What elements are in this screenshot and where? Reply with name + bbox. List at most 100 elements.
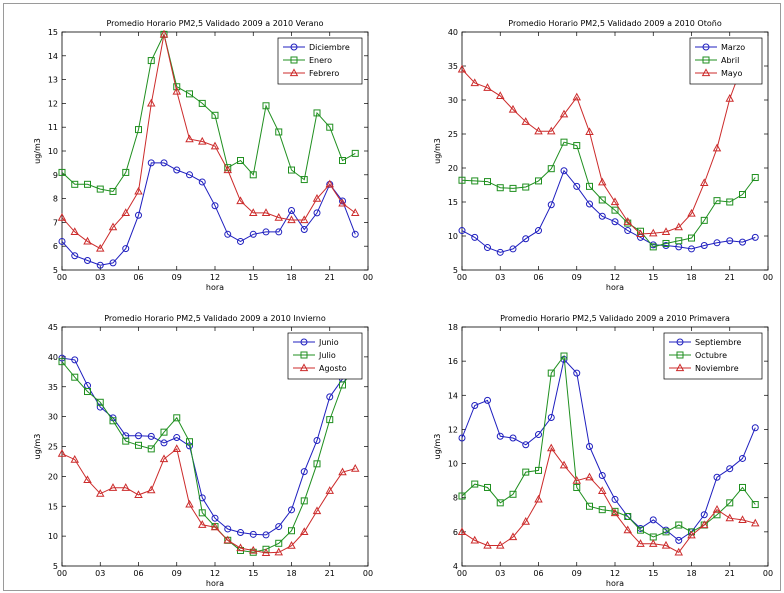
- data-point: [649, 539, 658, 547]
- data-point: [211, 514, 219, 522]
- data-point: [288, 166, 295, 174]
- legend-label: Enero: [309, 56, 332, 65]
- legend-marker: [675, 363, 685, 372]
- x-tick-label: 15: [248, 569, 258, 578]
- data-point: [135, 211, 142, 219]
- data-point: [325, 179, 334, 188]
- data-point: [611, 507, 619, 515]
- data-point: [471, 480, 479, 488]
- x-tick-label: 18: [286, 273, 296, 282]
- data-point: [712, 505, 722, 513]
- series-line: [461, 54, 756, 235]
- y-tick-label: 15: [48, 502, 58, 511]
- legend-label: Julio: [318, 351, 336, 360]
- data-point: [547, 201, 555, 209]
- chart-title: Promedio Horario PM2,5 Validado 2009 a 2…: [508, 19, 722, 28]
- y-tick-label: 13: [48, 76, 58, 85]
- data-point: [509, 245, 517, 253]
- data-point: [224, 230, 232, 238]
- data-point: [535, 177, 542, 185]
- data-point: [274, 213, 283, 221]
- y-tick-label: 6: [53, 242, 58, 251]
- data-point: [726, 499, 734, 507]
- data-point: [674, 222, 683, 231]
- legend-marker: [300, 338, 308, 346]
- data-point: [484, 244, 491, 252]
- y-tick-label: 5: [453, 266, 458, 275]
- data-point: [521, 117, 530, 125]
- y-tick-label: 20: [448, 164, 458, 173]
- x-axis-label: hora: [206, 283, 224, 292]
- data-point: [261, 548, 271, 556]
- y-tick-label: 10: [48, 147, 58, 156]
- data-point: [598, 486, 607, 494]
- data-point: [71, 356, 79, 364]
- data-point: [351, 149, 359, 157]
- series-abril: [458, 138, 759, 251]
- data-point: [84, 180, 91, 188]
- data-point: [237, 529, 244, 537]
- data-point: [224, 525, 232, 533]
- data-point: [237, 237, 244, 245]
- legend-marker: [299, 363, 309, 372]
- x-tick-label: 21: [325, 273, 335, 282]
- series-line: [61, 34, 356, 250]
- data-point: [325, 486, 334, 494]
- data-point: [223, 535, 232, 544]
- y-axis-label: ug/m3: [33, 434, 42, 460]
- data-point: [496, 184, 504, 192]
- data-point: [249, 530, 257, 538]
- data-point: [135, 126, 142, 134]
- legend-label: Diciembre: [309, 43, 350, 52]
- data-point: [547, 126, 556, 135]
- data-point: [598, 177, 607, 186]
- legend-label: Abril: [721, 56, 739, 65]
- data-point: [700, 242, 708, 250]
- data-point: [275, 228, 283, 236]
- legend-box: [277, 37, 363, 85]
- data-point: [173, 166, 181, 174]
- series-febrero: [57, 29, 360, 252]
- x-tick-label: 18: [686, 569, 696, 578]
- data-point: [96, 398, 104, 406]
- data-point: [559, 109, 569, 118]
- data-point: [147, 57, 155, 65]
- y-tick-label: 12: [48, 99, 58, 108]
- data-point: [83, 475, 92, 484]
- data-point: [739, 238, 746, 246]
- data-point: [236, 543, 245, 552]
- data-point: [458, 492, 466, 500]
- data-point: [547, 165, 555, 173]
- data-point: [496, 499, 504, 507]
- data-point: [249, 545, 258, 554]
- legend-marker: [300, 351, 308, 359]
- x-tick-label: 00: [57, 273, 67, 282]
- legend-box: [663, 332, 763, 380]
- series-line: [461, 354, 756, 538]
- data-point: [121, 208, 130, 216]
- y-tick-label: 20: [48, 472, 58, 481]
- x-tick-label: 00: [57, 569, 67, 578]
- data-point: [274, 547, 283, 556]
- data-point: [339, 381, 346, 389]
- data-point: [288, 207, 295, 214]
- data-point: [496, 432, 504, 440]
- y-tick-label: 7: [53, 218, 58, 227]
- data-point: [300, 497, 308, 505]
- data-point: [509, 490, 517, 498]
- data-point: [262, 102, 270, 110]
- data-point: [223, 165, 232, 174]
- y-tick-label: 8: [53, 195, 58, 204]
- data-point: [147, 159, 155, 167]
- data-point: [471, 402, 479, 410]
- data-point: [198, 178, 206, 186]
- data-point: [351, 230, 359, 238]
- data-point: [134, 186, 143, 195]
- data-point: [508, 532, 518, 541]
- data-point: [300, 226, 308, 234]
- y-tick-label: 12: [448, 425, 458, 434]
- series-line: [61, 162, 356, 266]
- data-point: [573, 483, 581, 491]
- data-point: [509, 184, 517, 192]
- y-tick-label: 35: [448, 62, 458, 71]
